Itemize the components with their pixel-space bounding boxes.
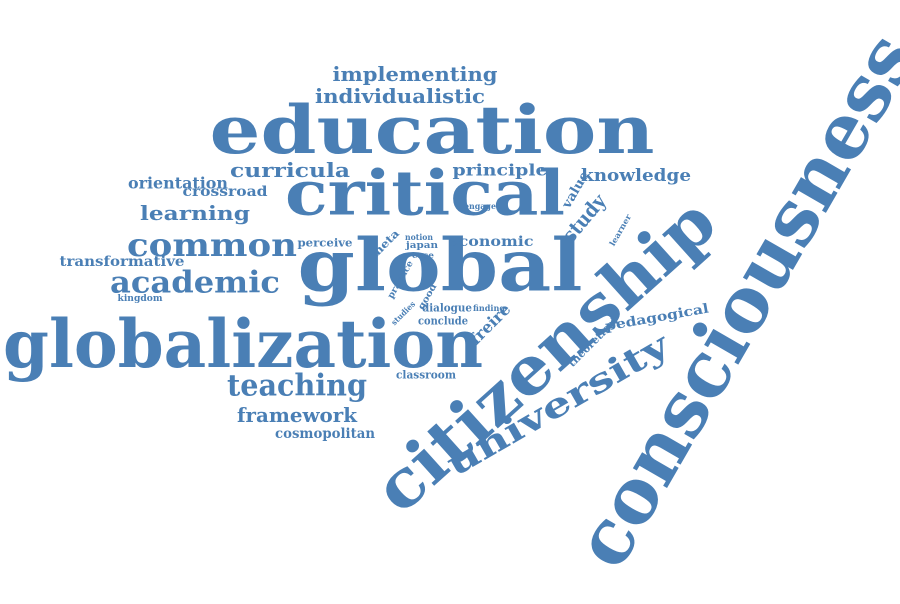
word-individualistic: individualistic [315, 84, 485, 108]
word-curricula: curricula [230, 158, 350, 182]
word-perceive: perceive [298, 237, 353, 250]
word-academic: academic [110, 266, 280, 301]
word-classroom: classroom [396, 369, 456, 382]
word-learning: learning [140, 201, 250, 225]
word-cosmopolitan: cosmopolitan [275, 426, 375, 442]
word-knowledge: knowledge [581, 166, 691, 186]
word-principle: principle [453, 161, 548, 180]
word-case: case [412, 250, 434, 260]
word-finding: finding [473, 303, 505, 313]
word-implementing: implementing [333, 62, 498, 86]
word-japan: japan [405, 241, 439, 251]
word-orientation: orientation [128, 174, 228, 193]
word-crossroad: crossroad [183, 184, 268, 200]
word-education: education [210, 91, 655, 169]
word-engage: engage [464, 201, 496, 211]
word-critical: critical [285, 157, 565, 230]
word-global: global [298, 223, 583, 308]
word-kingdom: kingdom [118, 294, 163, 304]
word-teaching: teaching [227, 369, 367, 404]
word-dialogue: dialogue [422, 302, 472, 315]
word-common: common [127, 226, 297, 264]
word-globalization: globalization [3, 305, 483, 383]
word-framework: framework [237, 403, 358, 427]
word-conclude: conclude [418, 315, 468, 328]
word-notion: notion [405, 232, 433, 242]
word-economic: economic [449, 234, 534, 250]
word-transformative: transformative [59, 254, 184, 270]
